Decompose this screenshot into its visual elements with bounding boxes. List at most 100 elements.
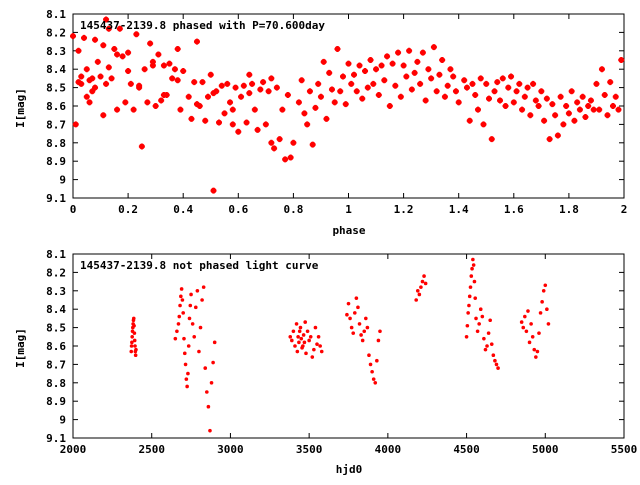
phased-data-point [130,106,137,113]
unphased-y-tick-label: 8.7 [46,358,66,371]
phased-x-tick-label: 1.2 [394,203,414,216]
phased-data-point [235,128,242,135]
phased-data-point [260,79,267,86]
phased-data-point [108,75,115,82]
unphased-data-point [365,325,370,330]
unphased-data-point [188,303,193,308]
phased-data-point [287,154,294,161]
phased-data-point [265,88,272,95]
phased-data-point [463,84,470,91]
phased-x-tick-label: 0.8 [283,203,303,216]
unphased-data-point [485,344,489,348]
unphased-x-axis-label: hjd0 [336,463,363,476]
phased-data-point [301,110,308,117]
phased-data-point [202,117,209,124]
phased-data-point [510,99,517,106]
unphased-data-point [532,347,537,352]
phased-data-point [196,103,203,109]
unphased-data-point [354,296,359,300]
unphased-data-points [129,257,551,433]
phased-data-point [403,73,410,80]
phased-data-point [397,93,404,100]
unphased-data-point [474,316,478,321]
unphased-data-point [307,338,311,343]
phased-data-point [193,38,200,45]
phased-data-point [193,101,200,108]
phased-data-point [149,58,156,65]
unphased-data-point [530,335,535,339]
phased-data-point [262,121,269,128]
phased-data-point [486,95,493,102]
phased-data-point [298,77,305,84]
phased-y-tick-label: 8.3 [46,45,66,58]
phased-data-point [243,119,250,126]
unphased-x-tick-label: 3000 [217,443,244,456]
unphased-y-tick-label: 8.9 [46,395,66,408]
phased-y-tick-label: 8.7 [46,118,66,131]
unphased-data-point [182,351,187,356]
phased-data-point [119,53,126,60]
unphased-data-point [543,283,548,288]
unphased-data-point [291,329,296,334]
unphased-data-point [173,336,178,341]
phased-x-axis-label: phase [332,224,365,237]
phased-data-point [83,93,90,100]
phased-data-point [94,58,101,65]
phased-data-point [502,103,509,109]
phased-data-point [604,112,611,119]
phased-data-point [171,66,178,73]
phased-data-point [271,145,278,152]
phased-data-point [317,93,324,100]
phased-data-point [199,79,206,86]
unphased-data-point [545,307,549,312]
phased-data-point [337,88,344,95]
phased-data-point [516,80,523,87]
unphased-data-point [178,303,182,308]
phased-data-point [320,58,327,65]
unphased-data-point [180,298,185,302]
unphased-data-point [312,347,316,352]
phased-data-point [497,97,504,104]
unphased-data-point [297,340,301,345]
unphased-data-point [491,353,496,358]
unphased-data-point [480,314,485,319]
unphased-data-point [200,298,204,302]
phased-data-point [367,57,374,63]
unphased-data-point [465,323,470,328]
phased-data-point [571,117,578,124]
unphased-data-point [192,335,197,339]
phased-data-point [356,62,363,69]
unphased-data-point [313,325,318,330]
phased-data-point [499,75,506,82]
phased-data-point [576,106,583,113]
unphased-data-point [129,349,134,354]
phased-data-point [439,57,446,63]
phased-data-point [86,99,93,106]
unphased-data-point [134,347,138,352]
unphased-data-point [176,322,181,326]
phased-x-tick-label: 0.4 [173,203,193,216]
phased-data-point [216,119,223,126]
phased-data-point [472,91,479,98]
unphased-data-point [422,274,426,278]
phased-data-point [89,75,96,82]
unphased-data-point [187,316,192,321]
unphased-data-point [489,342,494,346]
phased-x-tick-label: 2 [621,203,628,216]
phased-data-point [422,97,429,104]
phased-data-point [279,106,286,113]
phased-data-point [419,49,426,56]
phased-data-point [136,84,143,91]
unphased-data-point [482,336,486,341]
phased-data-point [92,84,99,91]
phased-data-point [290,139,297,146]
unphased-data-point [303,320,308,324]
unphased-data-point [351,331,356,335]
unphased-x-tick-label: 2500 [138,443,165,456]
unphased-data-point [305,329,310,334]
phased-data-point [359,95,366,102]
phased-data-point [169,75,176,82]
unphased-data-point [132,331,137,335]
unphased-data-point [185,384,189,389]
unphased-data-point [368,362,373,367]
